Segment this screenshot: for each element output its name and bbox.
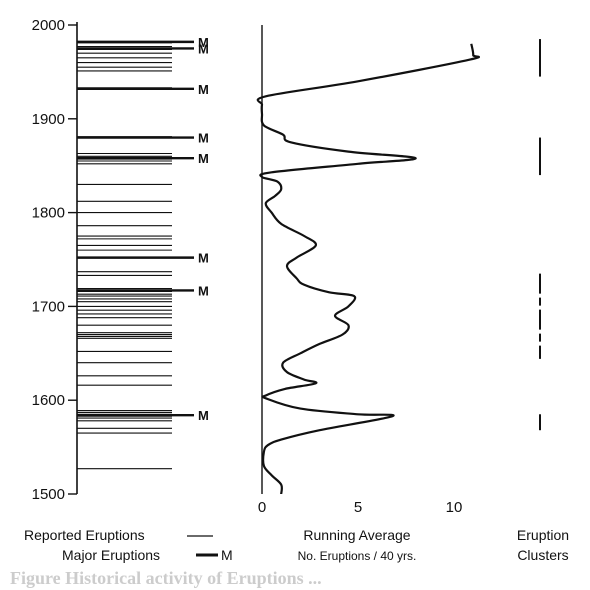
reported-eruptions-caption: Reported Eruptions <box>24 527 145 543</box>
year-tick-label: 1800 <box>32 205 65 222</box>
year-tick-label: 2000 <box>32 17 65 34</box>
major-eruption-marker: M <box>198 35 209 50</box>
major-eruption-marker: M <box>198 82 209 97</box>
year-axis: 1500 1600 1700 1800 1900 2000 <box>32 17 78 503</box>
major-eruption-marker: M <box>198 151 209 166</box>
year-tick-label: 1600 <box>32 392 65 409</box>
year-tick-label: 1900 <box>32 111 65 128</box>
running-average-tick-label: 5 <box>354 499 362 516</box>
major-eruptions-legend-marker: M <box>221 547 233 563</box>
major-eruption-marker: M <box>198 408 209 423</box>
major-eruption-marker: M <box>198 283 209 298</box>
major-eruption-marker: M <box>198 251 209 266</box>
year-tick-label: 1500 <box>32 486 65 503</box>
running-average-curve <box>256 43 481 495</box>
eruption-clusters-caption-line2: Clusters <box>517 547 568 563</box>
major-eruption-marker: M <box>198 131 209 146</box>
running-average-tick-label: 10 <box>446 499 463 516</box>
year-tick-label: 1700 <box>32 298 65 315</box>
major-eruptions-caption: Major Eruptions <box>62 547 160 563</box>
figure-footer-text: Figure Historical activity of Eruptions … <box>10 568 322 588</box>
running-average-caption: Running Average <box>303 527 410 543</box>
running-average-subcaption: No. Eruptions / 40 yrs. <box>298 549 417 563</box>
running-average-panel: 0 5 10 <box>256 25 481 516</box>
major-eruption-marker: M <box>198 41 209 56</box>
running-average-tick-label: 0 <box>258 499 266 516</box>
eruption-clusters-caption-line1: Eruption <box>517 527 569 543</box>
